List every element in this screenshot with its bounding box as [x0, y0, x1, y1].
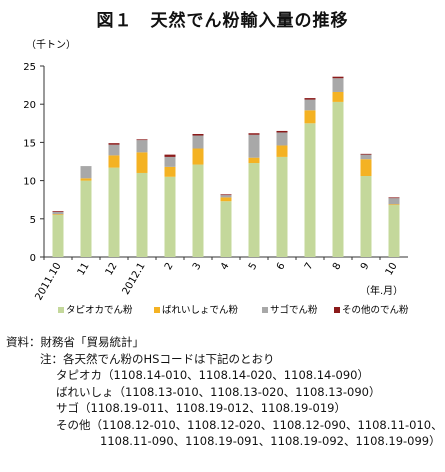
bar-segment: [52, 211, 64, 215]
bar-segment: [164, 156, 176, 167]
legend-swatch: [154, 307, 160, 313]
note-tapioca: タピオカ（1108.14-010、1108.14-020、1108.14-090…: [56, 368, 369, 382]
x-unit-label: （年.月）: [360, 284, 403, 297]
x-tick-label: 5: [247, 261, 260, 272]
x-tick-label: 11: [76, 261, 92, 278]
bar-segment: [276, 145, 288, 157]
bar-segment: [220, 201, 232, 257]
bar-segment: [248, 133, 260, 135]
x-tick-label: 8: [331, 261, 344, 272]
y-tick-label: 0: [30, 253, 36, 264]
note-line: 注： 各天然でん粉のHSコードは下記のとおり: [6, 351, 442, 368]
bar-segment: [80, 180, 92, 257]
legend: タピオカでん粉 ばれいしょでん粉 サゴでん粉 その他のでん粉: [58, 304, 409, 316]
x-tick-label: 2012.1: [121, 261, 148, 297]
legend-label: タピオカでん粉: [66, 304, 133, 316]
note-head: 注：: [40, 351, 63, 366]
bar-segment: [164, 176, 176, 257]
bar-segment: [192, 133, 204, 136]
bar-segment: [388, 198, 400, 205]
y-ticks: 0 5 10 15 20 25: [23, 62, 44, 264]
bar-segment: [360, 154, 372, 160]
bar-segment: [164, 154, 176, 157]
x-tick-label: 4: [219, 261, 232, 272]
legend-label: その他のでん粉: [342, 304, 409, 316]
bar-segment: [192, 135, 204, 149]
x-tick-label: 10: [384, 261, 400, 278]
bar-segment: [80, 178, 92, 181]
bar-segment: [276, 156, 288, 257]
x-tick-label: 9: [359, 261, 372, 272]
y-tick-label: 15: [23, 138, 36, 149]
bar-segment: [248, 163, 260, 257]
bar-segment: [220, 194, 232, 196]
y-unit-label: （千トン）: [26, 39, 76, 51]
bar-segment: [304, 110, 316, 124]
source-text: 財務省「貿易統計」: [40, 335, 145, 349]
bar-segment: [332, 78, 344, 92]
legend-label: ばれいしょでん粉: [162, 304, 239, 316]
bar-segment: [304, 123, 316, 257]
legend-label: サゴでん粉: [270, 304, 318, 316]
bar-segment: [136, 172, 148, 257]
bar-segment: [360, 176, 372, 257]
bar-segment: [136, 140, 148, 153]
notes: 資料： 財務省「貿易統計」 注： 各天然でん粉のHSコードは下記のとおり タピオ…: [6, 334, 443, 450]
note-other-1: その他（1108.12-010、1108.12-020、1108.12-090、…: [56, 417, 443, 432]
x-tick-label: 2011.10: [33, 261, 63, 302]
y-tick-label: 10: [23, 177, 36, 188]
bar-segment: [248, 134, 260, 158]
legend-swatch: [262, 307, 268, 313]
note-text: 各天然でん粉のHSコードは下記のとおり: [63, 351, 275, 366]
bar-segment: [80, 166, 92, 179]
bar-segment: [304, 98, 316, 100]
x-tick-label: 3: [191, 261, 204, 272]
x-tick-label: 12: [104, 261, 120, 278]
bar-segment: [388, 204, 400, 206]
bar-segment: [192, 164, 204, 257]
bar-segment: [192, 148, 204, 165]
bar-segment: [248, 157, 260, 164]
bar-segment: [276, 130, 288, 133]
bar-segment: [52, 214, 64, 215]
bar-segment: [108, 144, 120, 156]
bar-segment: [136, 139, 148, 141]
bar-segment: [360, 153, 372, 155]
y-tick-label: 20: [23, 100, 36, 111]
chart-title: 図１ 天然でん粉輸入量の推移: [96, 11, 349, 31]
bar-segment: [388, 197, 400, 199]
bar-segment: [276, 132, 288, 146]
bar-segment: [52, 211, 64, 212]
x-tick-labels: 2011.10 11 12 2012.1 2 3 4 5 6 7 8 9 10: [33, 257, 400, 302]
legend-swatch: [334, 307, 340, 313]
x-tick-label: 7: [303, 261, 316, 272]
x-tick-label: 2: [163, 261, 176, 272]
bar-segment: [108, 155, 120, 168]
bar-segment: [304, 99, 316, 111]
legend-swatch: [58, 307, 64, 313]
x-tick-label: 6: [275, 261, 288, 272]
bar-segment: [388, 205, 400, 257]
bar-segment: [332, 91, 344, 102]
bar-segment: [360, 159, 372, 177]
bar-segment: [220, 197, 232, 202]
bar-segment: [108, 143, 120, 145]
bars: [52, 76, 400, 258]
bar-segment: [220, 195, 232, 198]
note-potato: ばれいしょ（1108.13-010、1108.13-020、1108.13-09…: [56, 384, 381, 399]
y-tick-label: 5: [30, 215, 36, 226]
bar-segment: [136, 152, 148, 173]
bar-segment: [332, 101, 344, 258]
bar-segment: [164, 166, 176, 177]
bar-segment: [332, 76, 344, 79]
bar-segment: [52, 214, 64, 257]
y-tick-label: 25: [23, 62, 36, 73]
bar-segment: [108, 167, 120, 257]
source-line: 資料： 財務省「貿易統計」: [6, 334, 442, 351]
note-sago: サゴ（1108.19-011、1108.19-012、1108.19-019）: [56, 401, 346, 415]
note-other-2: 1108.11-090、1108.19-091、1108.19-092、1108…: [100, 434, 441, 448]
source-head: 資料：: [6, 335, 41, 349]
